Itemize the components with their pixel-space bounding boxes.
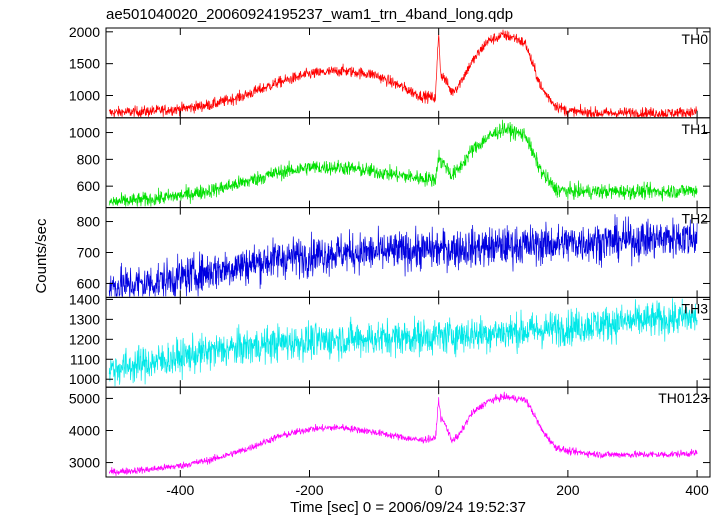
series-line-th0: [109, 30, 697, 117]
series-line-th3: [109, 298, 697, 386]
y-tick-label: 1100: [70, 351, 100, 367]
y-tick-label: 800: [77, 214, 101, 230]
panel-frame: [106, 297, 710, 387]
y-tick-label: 1000: [69, 88, 100, 104]
y-tick-label: 1200: [69, 331, 100, 347]
panel-label: TH2: [682, 211, 709, 227]
x-tick-label: 200: [556, 482, 580, 498]
panel-frame: [106, 387, 710, 477]
y-tick-label: 700: [77, 245, 101, 261]
series-line-th0123: [109, 392, 697, 476]
y-tick-label: 1300: [69, 311, 100, 327]
y-tick-label: 800: [77, 151, 101, 167]
y-tick-label: 600: [77, 178, 101, 194]
y-tick-label: 3000: [69, 455, 100, 471]
y-axis-label: Counts/sec: [33, 218, 50, 294]
panel-th2: 600 700 800 TH2: [77, 208, 710, 298]
y-tick-label: 1400: [69, 291, 100, 307]
chart-title: ae501040020_20060924195237_wam1_trn_4ban…: [106, 6, 513, 23]
panel-label: TH0: [682, 31, 709, 47]
x-tick-label: 0: [435, 482, 443, 498]
x-tick-label: -200: [295, 482, 323, 498]
panel-th0123: 3000 4000 5000 -400 -200 0 200 400 TH0123: [69, 387, 710, 498]
y-tick-label: 2000: [69, 24, 100, 40]
panel-th0: 1000 1500 2000 TH0: [69, 24, 710, 118]
x-tick-label: -400: [166, 482, 194, 498]
series-line-th2: [109, 214, 697, 296]
series-line-th1: [109, 120, 697, 207]
panel-label: TH3: [682, 300, 709, 316]
y-tick-label: 600: [77, 275, 101, 291]
panel-th1: 600 800 1000 TH1: [69, 118, 710, 208]
x-axis-label: Time [sec] 0 = 2006/09/24 19:52:37: [290, 499, 526, 516]
panel-th3: 1000 1100 1200 1300 1400 TH3: [69, 291, 710, 387]
y-tick-label: 1500: [69, 56, 100, 72]
y-tick-label: 5000: [69, 390, 100, 406]
panel-label: TH0123: [658, 390, 708, 406]
panel-label: TH1: [682, 121, 709, 137]
x-tick-label: 400: [685, 482, 709, 498]
y-tick-label: 1000: [69, 371, 100, 387]
y-tick-label: 4000: [69, 422, 100, 438]
y-tick-label: 1000: [69, 125, 100, 141]
